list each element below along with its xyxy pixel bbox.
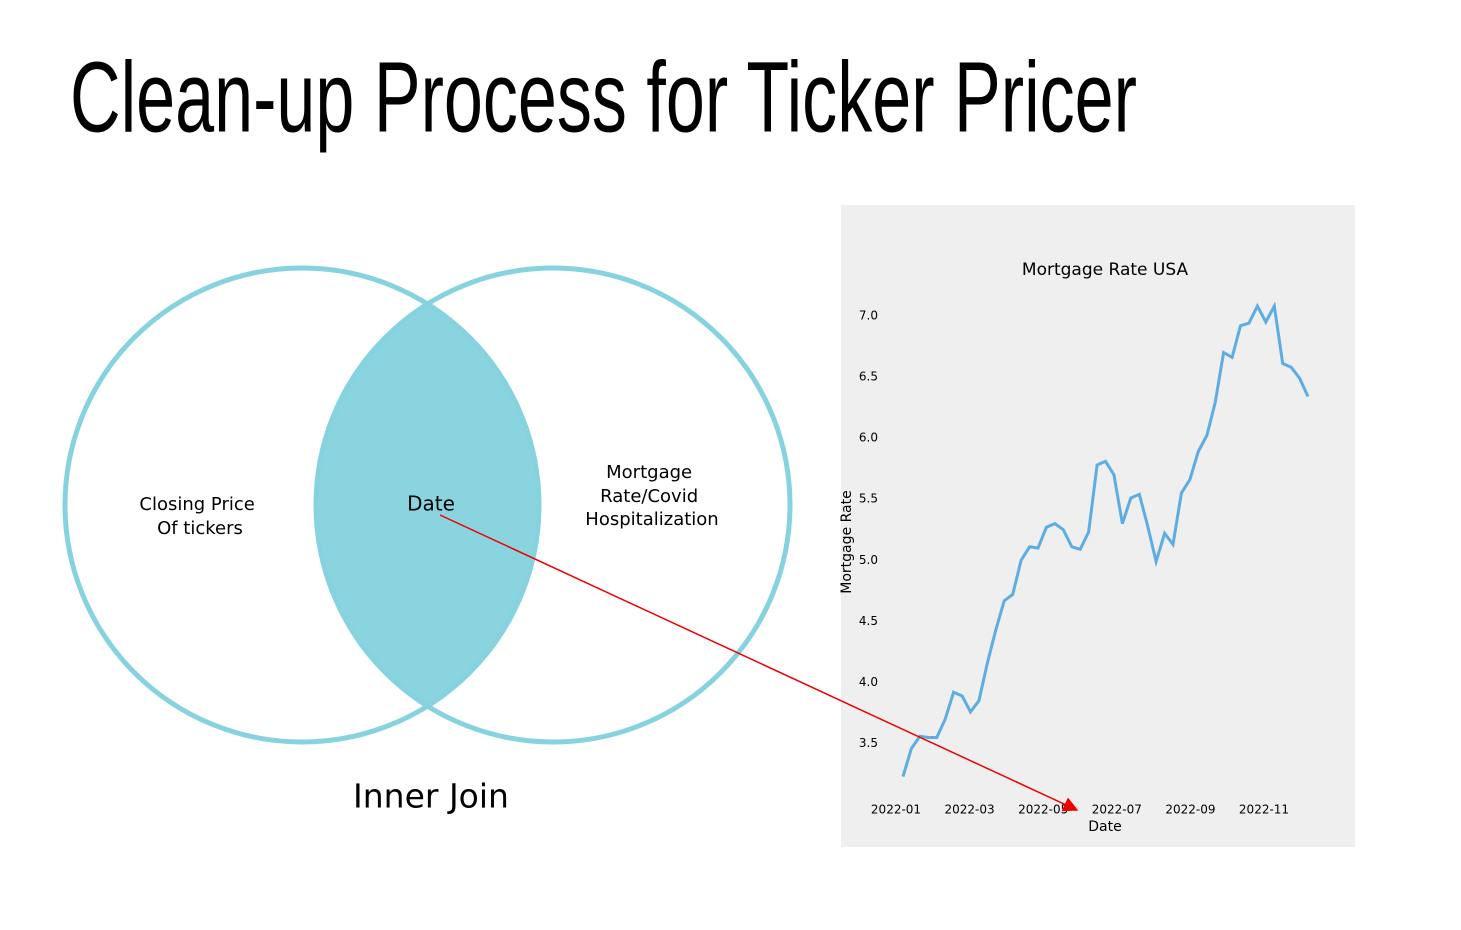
x-tick-label: 2022-09 [1165,803,1215,817]
y-tick-label: 4.5 [859,614,878,628]
y-tick-label: 3.5 [859,736,878,750]
chart-background [841,205,1355,847]
x-tick-label: 2022-05 [1018,803,1068,817]
label-line: Closing Price [139,494,254,515]
chart-title: Mortgage Rate USA [1022,260,1189,280]
label-line: Of tickers [157,518,243,539]
venn-center-label: Date [407,492,455,516]
venn-caption: Inner Join [353,777,509,816]
y-tick-label: 4.0 [859,675,878,689]
y-tick-label: 5.5 [859,492,878,506]
y-tick-label: 6.0 [859,431,878,445]
y-tick-label: 7.0 [859,308,878,322]
x-tick-label: 2022-01 [871,803,921,817]
y-tick-label: 6.5 [859,369,878,383]
data-line [901,301,1310,778]
plot: 3.5 4.0 4.5 5.0 5.5 6.0 6.5 7.0 2022-01 2022-03 20… [859,301,1310,817]
label-line: Hospitalization [585,509,718,530]
label-line: Rate/Covid [600,486,698,507]
slide-title: Clean-up Process for Ticker Pricer [70,41,1137,153]
venn-left-circle [62,265,542,745]
y-tick-label: 5.0 [859,553,878,567]
x-tick-label: 2022-03 [945,803,995,817]
x-tick-label: 2022-07 [1092,803,1142,817]
y-axis-label: Mortgage Rate [839,490,855,593]
x-axis-label: Date [1088,819,1121,835]
x-tick-label: 2022-11 [1239,803,1289,817]
venn-right-label: Mortgage Rate/Covid Hospitalization [585,462,718,530]
venn-left-label: Closing Price Of tickers [139,494,260,539]
venn-right-circle [313,265,793,745]
label-line: Mortgage [606,462,692,483]
arrow [439,514,1079,812]
venn-intersection [316,304,539,706]
